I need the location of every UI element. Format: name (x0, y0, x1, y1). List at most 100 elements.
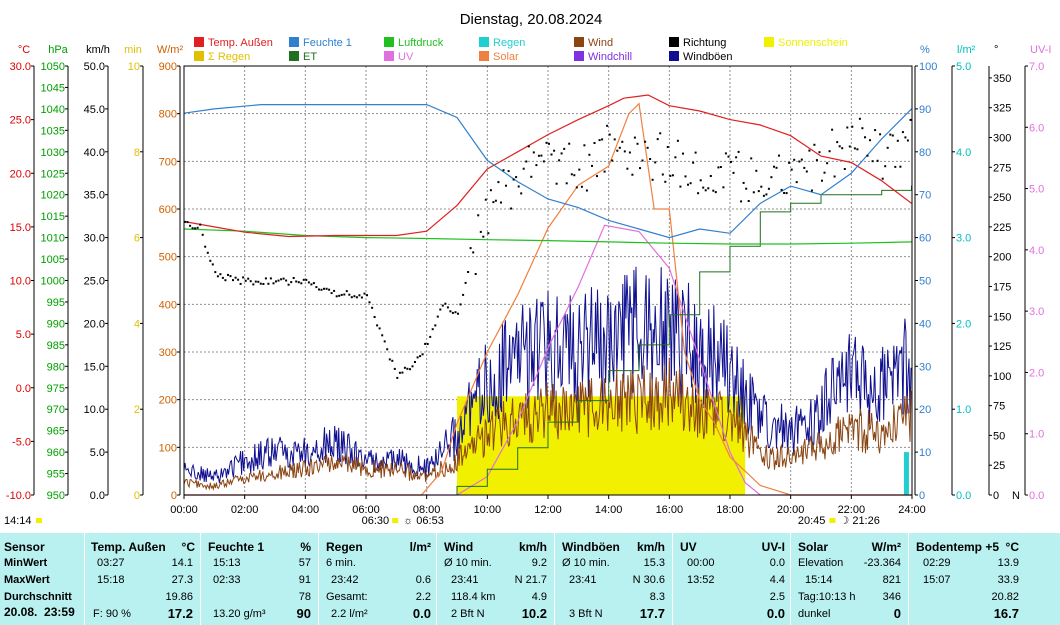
hum-header: Feuchte 1 (208, 540, 265, 554)
series-feuchte-line (183, 103, 912, 239)
current-time-label: 14:14 (4, 515, 32, 527)
legend-item: Luftdruck (384, 37, 444, 49)
right-axis-tick-label: 300 (993, 133, 1011, 145)
richtung-point (383, 340, 386, 343)
richtung-point (815, 159, 818, 162)
left-axis-tick-label: 0 (134, 490, 140, 502)
richtung-point (302, 278, 305, 281)
right-axis-tick-label: 90 (919, 104, 931, 116)
legend-swatch (574, 51, 584, 61)
richtung-point (661, 173, 664, 176)
right-axis-tick-label: 1.0 (956, 404, 971, 416)
x-axis-tick-label: 02:00 (231, 504, 259, 516)
richtung-point (426, 343, 429, 345)
gust-current: 17.7 (639, 606, 665, 621)
richtung-point (489, 189, 492, 192)
richtung-point (474, 273, 477, 275)
solar-r3-label: Tag:10:13 h (798, 591, 856, 603)
richtung-point (348, 293, 351, 296)
legend-item: Windböen (669, 51, 733, 63)
richtung-point (542, 160, 545, 163)
left-axis-tick-label: 0 (171, 490, 177, 502)
richtung-point (886, 146, 889, 149)
richtung-point (280, 278, 283, 281)
richtung-point (805, 170, 808, 173)
richtung-point (232, 279, 234, 282)
right-axis-tick-label: 60 (919, 233, 931, 245)
richtung-point (631, 173, 634, 176)
current-time: 23:59 (44, 605, 75, 619)
x-axis-tick-label: 06:00 (352, 504, 380, 516)
richtung-point (874, 129, 877, 132)
right-axis-tick-label: 350 (993, 73, 1011, 85)
left-axis-tick-label: 950 (47, 490, 65, 502)
richtung-point (535, 164, 538, 167)
left-axis-tick-label: 400 (159, 299, 177, 311)
richtung-point (861, 127, 864, 130)
rain-current: 0.0 (412, 606, 431, 621)
richtung-point (545, 141, 548, 144)
richtung-point (692, 161, 695, 164)
soil-current: 16.7 (993, 606, 1019, 621)
richtung-point (315, 286, 318, 289)
richtung-point (707, 187, 710, 190)
richtung-point (530, 175, 533, 178)
stats-panel: Sensor MinWert MaxWert Durchschnitt 20.0… (0, 533, 1060, 625)
richtung-point (636, 142, 639, 145)
left-axis-tick-label: 6 (134, 233, 140, 245)
richtung-point (459, 303, 462, 306)
richtung-point (522, 167, 525, 170)
legend-item: Feuchte 1 (289, 37, 352, 49)
solar-unit: W/m² (871, 540, 901, 554)
richtung-point (237, 278, 240, 281)
left-axis-tick-label: 40.0 (84, 147, 105, 159)
richtung-point (287, 283, 290, 286)
richtung-point (730, 160, 732, 163)
x-axis-tick-label: 24:00 (898, 504, 926, 516)
richtung-point (591, 164, 593, 167)
stats-col-wind: Wind km/h Ø 10 min. 9.2 23:41 N 21.7 118… (436, 533, 555, 625)
wind-current: 10.2 (521, 606, 547, 621)
right-axis-tick-label: 100 (993, 371, 1011, 383)
richtung-point (277, 279, 280, 282)
left-axis-tick-label: 1000 (41, 276, 65, 288)
richtung-point (517, 185, 520, 188)
richtung-point (853, 147, 856, 150)
richtung-point (826, 162, 829, 165)
richtung-point (353, 295, 356, 298)
richtung-point (603, 170, 606, 173)
richtung-point (520, 192, 523, 195)
richtung-point (259, 282, 262, 285)
sunrise-alt-label: ☼ 06:53 (403, 515, 444, 527)
series-luftdruck-line (183, 228, 913, 245)
series-wind-line (183, 357, 912, 492)
right-axis-tick-label: 2.0 (956, 318, 971, 330)
solar-r1-label: Elevation (798, 557, 844, 569)
richtung-point (320, 288, 323, 291)
richtung-point (709, 175, 712, 177)
richtung-point (229, 275, 232, 278)
legend-swatch (669, 37, 679, 47)
richtung-point (621, 140, 624, 143)
left-axis-tick-label: 1050 (41, 61, 65, 73)
right-axis-tick-label: 50 (919, 276, 931, 288)
richtung-point (272, 282, 275, 285)
richtung-point (573, 174, 576, 177)
legend-label: Temp. Außen (208, 37, 273, 49)
richtung-point (335, 295, 338, 298)
temp-max-time: 15:18 (97, 574, 125, 586)
richtung-point (285, 279, 288, 282)
wind-r3-label: 118.4 km (451, 591, 496, 603)
stats-col-temp: Temp. Außen °C 03:27 14.1 15:18 27.3 19.… (84, 533, 201, 625)
gust-r1-label: Ø 10 min. (562, 557, 610, 569)
richtung-point (740, 200, 743, 203)
richtung-point (800, 158, 803, 161)
wind-r2-val: N 21.7 (514, 574, 547, 586)
sunset-alt-label: ☽ 21:26 (839, 515, 879, 527)
rain-r1-label: 6 min. (326, 557, 356, 569)
wind-header: Wind (444, 540, 474, 554)
richtung-point (275, 280, 277, 283)
richtung-point (371, 306, 374, 309)
richtung-point (446, 306, 449, 309)
wind-r1-val: 9.2 (531, 557, 547, 569)
